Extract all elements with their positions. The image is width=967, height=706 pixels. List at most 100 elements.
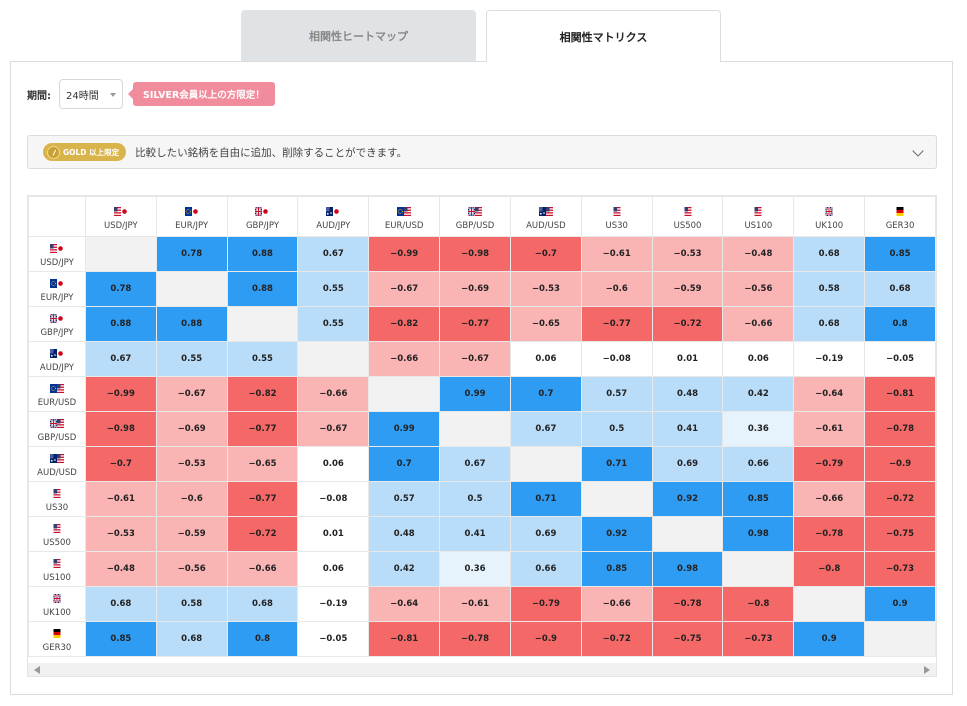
- correlation-cell[interactable]: −0.82: [226, 376, 299, 412]
- correlation-cell[interactable]: 0.68: [864, 271, 936, 307]
- correlation-cell[interactable]: −0.99: [84, 376, 157, 412]
- correlation-cell[interactable]: −0.64: [368, 586, 441, 622]
- correlation-cell[interactable]: 0.06: [297, 446, 370, 482]
- correlation-cell[interactable]: 0.06: [722, 341, 795, 377]
- correlation-cell[interactable]: −0.81: [864, 376, 936, 412]
- correlation-cell[interactable]: −0.61: [793, 411, 866, 447]
- correlation-cell[interactable]: −0.81: [368, 621, 441, 657]
- correlation-cell[interactable]: −0.53: [509, 271, 582, 307]
- correlation-cell[interactable]: 0.88: [226, 236, 299, 272]
- correlation-cell[interactable]: 0.41: [651, 411, 724, 447]
- correlation-cell[interactable]: −0.69: [155, 411, 228, 447]
- correlation-cell[interactable]: −0.78: [651, 586, 724, 622]
- correlation-cell[interactable]: −0.59: [155, 516, 228, 552]
- correlation-cell[interactable]: −0.66: [226, 551, 299, 587]
- correlation-cell[interactable]: −0.66: [297, 376, 370, 412]
- correlation-cell[interactable]: 0.7: [368, 446, 441, 482]
- correlation-cell[interactable]: −0.67: [155, 376, 228, 412]
- correlation-cell[interactable]: 0.67: [84, 341, 157, 377]
- correlation-cell[interactable]: −0.65: [226, 446, 299, 482]
- correlation-cell[interactable]: 0.06: [297, 551, 370, 587]
- correlation-cell[interactable]: −0.7: [84, 446, 157, 482]
- correlation-cell[interactable]: 0.41: [439, 516, 511, 552]
- correlation-cell[interactable]: 0.8: [864, 306, 936, 342]
- correlation-cell[interactable]: −0.67: [368, 271, 441, 307]
- correlation-cell[interactable]: −0.05: [297, 621, 370, 657]
- correlation-cell[interactable]: −0.72: [864, 481, 936, 517]
- correlation-cell[interactable]: 0.99: [368, 411, 441, 447]
- correlation-cell[interactable]: −0.77: [226, 481, 299, 517]
- correlation-cell[interactable]: −0.53: [651, 236, 724, 272]
- correlation-cell[interactable]: 0.92: [580, 516, 653, 552]
- correlation-cell[interactable]: 0.55: [226, 341, 299, 377]
- chevron-down-icon[interactable]: [912, 145, 924, 157]
- correlation-cell[interactable]: 0.48: [651, 376, 724, 412]
- correlation-cell[interactable]: −0.6: [580, 271, 653, 307]
- tab-matrix[interactable]: 相関性マトリクス: [486, 10, 721, 62]
- correlation-cell[interactable]: 0.57: [368, 481, 441, 517]
- correlation-cell[interactable]: 0.9: [864, 586, 936, 622]
- correlation-cell[interactable]: 0.8: [226, 621, 299, 657]
- correlation-cell[interactable]: −0.6: [155, 481, 228, 517]
- correlation-cell[interactable]: 0.36: [722, 411, 795, 447]
- correlation-cell[interactable]: 0.55: [297, 306, 370, 342]
- correlation-cell[interactable]: 0.68: [84, 586, 157, 622]
- correlation-cell[interactable]: 0.68: [793, 306, 866, 342]
- correlation-cell[interactable]: 0.67: [439, 446, 511, 482]
- correlation-cell[interactable]: 0.7: [509, 376, 582, 412]
- correlation-cell[interactable]: −0.61: [580, 236, 653, 272]
- correlation-cell[interactable]: 0.85: [580, 551, 653, 587]
- correlation-cell[interactable]: −0.79: [793, 446, 866, 482]
- correlation-cell[interactable]: −0.67: [297, 411, 370, 447]
- correlation-cell[interactable]: 0.88: [155, 306, 228, 342]
- correlation-cell[interactable]: 0.58: [793, 271, 866, 307]
- correlation-cell[interactable]: 0.06: [509, 341, 582, 377]
- correlation-cell[interactable]: −0.79: [509, 586, 582, 622]
- correlation-cell[interactable]: 0.68: [155, 621, 228, 657]
- correlation-cell[interactable]: −0.99: [368, 236, 441, 272]
- correlation-cell[interactable]: 0.85: [84, 621, 157, 657]
- correlation-cell[interactable]: 0.01: [651, 341, 724, 377]
- correlation-cell[interactable]: −0.72: [651, 306, 724, 342]
- correlation-cell[interactable]: −0.66: [368, 341, 441, 377]
- correlation-cell[interactable]: 0.85: [722, 481, 795, 517]
- correlation-cell[interactable]: −0.66: [793, 481, 866, 517]
- correlation-cell[interactable]: −0.56: [155, 551, 228, 587]
- correlation-cell[interactable]: 0.57: [580, 376, 653, 412]
- correlation-cell[interactable]: −0.73: [864, 551, 936, 587]
- correlation-cell[interactable]: 0.67: [297, 236, 370, 272]
- correlation-cell[interactable]: −0.75: [864, 516, 936, 552]
- correlation-cell[interactable]: 0.85: [864, 236, 936, 272]
- correlation-cell[interactable]: 0.48: [368, 516, 441, 552]
- correlation-cell[interactable]: −0.66: [580, 586, 653, 622]
- correlation-cell[interactable]: −0.66: [722, 306, 795, 342]
- correlation-cell[interactable]: −0.61: [84, 481, 157, 517]
- correlation-cell[interactable]: 0.66: [722, 446, 795, 482]
- tab-heatmap[interactable]: 相関性ヒートマップ: [241, 10, 476, 62]
- correlation-cell[interactable]: −0.77: [226, 411, 299, 447]
- correlation-cell[interactable]: −0.05: [864, 341, 936, 377]
- correlation-cell[interactable]: −0.77: [580, 306, 653, 342]
- correlation-cell[interactable]: −0.48: [722, 236, 795, 272]
- correlation-cell[interactable]: −0.8: [793, 551, 866, 587]
- correlation-cell[interactable]: −0.08: [580, 341, 653, 377]
- scroll-left-icon[interactable]: [34, 666, 40, 674]
- correlation-cell[interactable]: −0.19: [297, 586, 370, 622]
- correlation-cell[interactable]: −0.59: [651, 271, 724, 307]
- correlation-cell[interactable]: 0.88: [226, 271, 299, 307]
- correlation-cell[interactable]: 0.55: [297, 271, 370, 307]
- correlation-cell[interactable]: 0.68: [793, 236, 866, 272]
- correlation-cell[interactable]: −0.7: [509, 236, 582, 272]
- correlation-cell[interactable]: −0.9: [864, 446, 936, 482]
- correlation-cell[interactable]: 0.9: [793, 621, 866, 657]
- correlation-cell[interactable]: 0.01: [297, 516, 370, 552]
- correlation-cell[interactable]: −0.9: [509, 621, 582, 657]
- correlation-cell[interactable]: −0.67: [439, 341, 511, 377]
- correlation-cell[interactable]: −0.53: [155, 446, 228, 482]
- correlation-cell[interactable]: −0.72: [580, 621, 653, 657]
- correlation-cell[interactable]: −0.82: [368, 306, 441, 342]
- correlation-cell[interactable]: −0.78: [793, 516, 866, 552]
- correlation-cell[interactable]: −0.65: [509, 306, 582, 342]
- correlation-cell[interactable]: −0.98: [439, 236, 511, 272]
- period-select[interactable]: 24時間: [59, 79, 123, 109]
